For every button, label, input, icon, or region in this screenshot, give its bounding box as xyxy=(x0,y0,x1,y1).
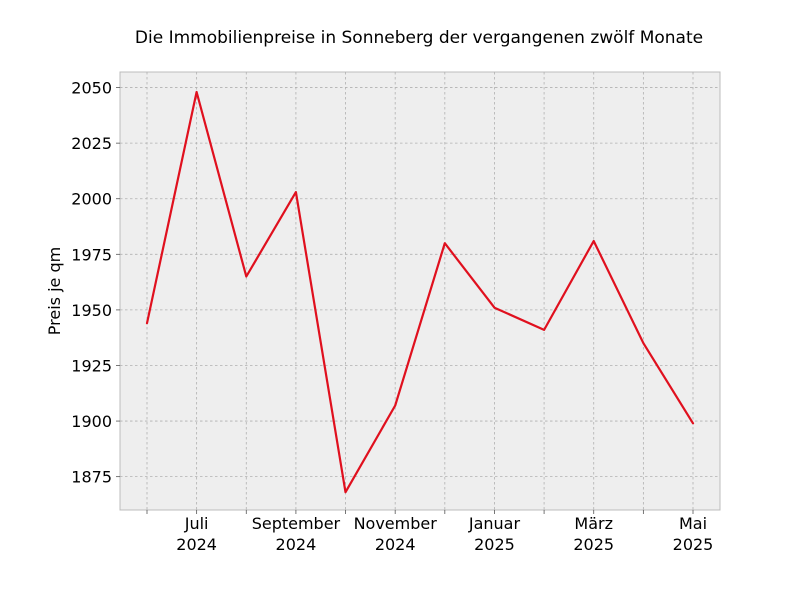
y-tick-label: 2000 xyxy=(71,190,112,209)
x-axis-ticks: Juli 2024 September 2024 November 2024 Januar 2… xyxy=(146,510,714,554)
x-tick-label-month: November xyxy=(354,514,438,533)
series-layer xyxy=(145,90,695,494)
y-tick-label: 1975 xyxy=(71,245,112,264)
x-tick-label-month: März xyxy=(574,514,613,533)
x-tick-label-year: 2024 xyxy=(276,535,317,554)
x-tick-label-year: 2025 xyxy=(573,535,614,554)
x-tick-label-year: 2024 xyxy=(176,535,217,554)
x-tick-label-month: Mai xyxy=(679,514,707,533)
series-line xyxy=(145,90,695,494)
y-axis-label: Preis je qm xyxy=(45,247,64,335)
x-tick-label-month: September xyxy=(252,514,341,533)
x-tick-label-month: Januar xyxy=(468,514,521,533)
plot-area xyxy=(119,71,721,511)
x-tick-label-year: 2025 xyxy=(673,535,714,554)
y-tick-label: 1900 xyxy=(71,412,112,431)
y-tick-label: 2050 xyxy=(71,79,112,98)
y-tick-label: 1875 xyxy=(71,468,112,487)
y-axis-ticks: 1875 1900 1925 1950 1975 2000 2025 2050 xyxy=(71,79,120,487)
x-tick-label-year: 2025 xyxy=(474,535,515,554)
gridlines xyxy=(120,72,720,510)
y-tick-label: 1950 xyxy=(71,301,112,320)
x-tick-label-year: 2024 xyxy=(375,535,416,554)
y-tick-label: 1925 xyxy=(71,356,112,375)
x-tick-label-month: Juli xyxy=(184,514,209,533)
y-tick-label: 2025 xyxy=(71,134,112,153)
chart-title: Die Immobilienpreise in Sonneberg der ve… xyxy=(135,28,703,48)
